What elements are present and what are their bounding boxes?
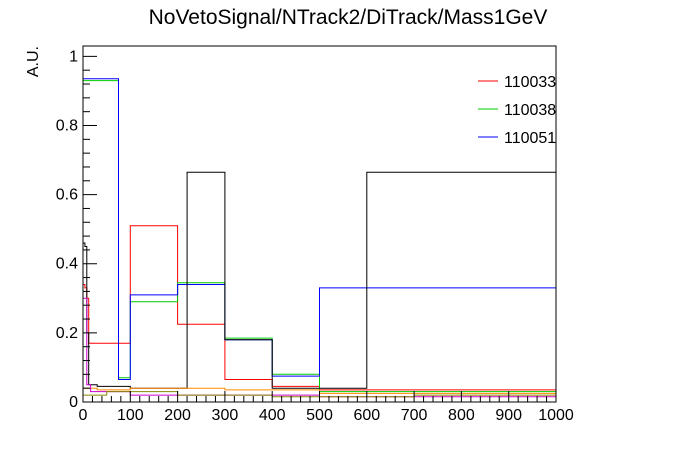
series-layer <box>82 78 557 402</box>
x-tick-label: 1000 <box>538 407 574 424</box>
y-tick-label: 1 <box>69 48 78 65</box>
legend-label: 110051 <box>504 130 556 147</box>
x-tick-label: 100 <box>117 407 144 424</box>
x-tick-label: 500 <box>306 407 333 424</box>
x-axis: 0 100 200 300 400 500 600 700 800 900 1000 <box>79 391 574 424</box>
x-tick-label: 0 <box>79 407 88 424</box>
x-tick-label: 200 <box>164 407 191 424</box>
y-tick-label: 0.8 <box>56 117 78 134</box>
series-line-110051 <box>82 78 557 402</box>
legend-label: 110033 <box>504 74 556 91</box>
legend-label: 110038 <box>504 102 556 119</box>
x-tick-label: 600 <box>353 407 380 424</box>
x-tick-label: 700 <box>401 407 428 424</box>
y-tick-label: 0.4 <box>56 256 78 273</box>
x-tick-label: 300 <box>212 407 239 424</box>
x-tick-label: 400 <box>259 407 286 424</box>
y-tick-label: 0.6 <box>56 187 78 204</box>
legend: 110033 110038 110051 <box>478 74 556 147</box>
series-line-extra-4 <box>82 387 557 402</box>
y-tick-label: 0 <box>69 394 78 411</box>
y-axis-label: A.U. <box>25 46 42 77</box>
chart-title: NoVetoSignal/NTrack2/DiTrack/Mass1GeV <box>149 6 548 29</box>
y-axis: 0 0.2 0.4 0.6 0.8 1 <box>56 48 97 411</box>
y-tick-label: 0.2 <box>56 325 78 342</box>
x-tick-label: 800 <box>448 407 475 424</box>
x-tick-label: 900 <box>495 407 522 424</box>
series-line-110033 <box>82 222 557 402</box>
